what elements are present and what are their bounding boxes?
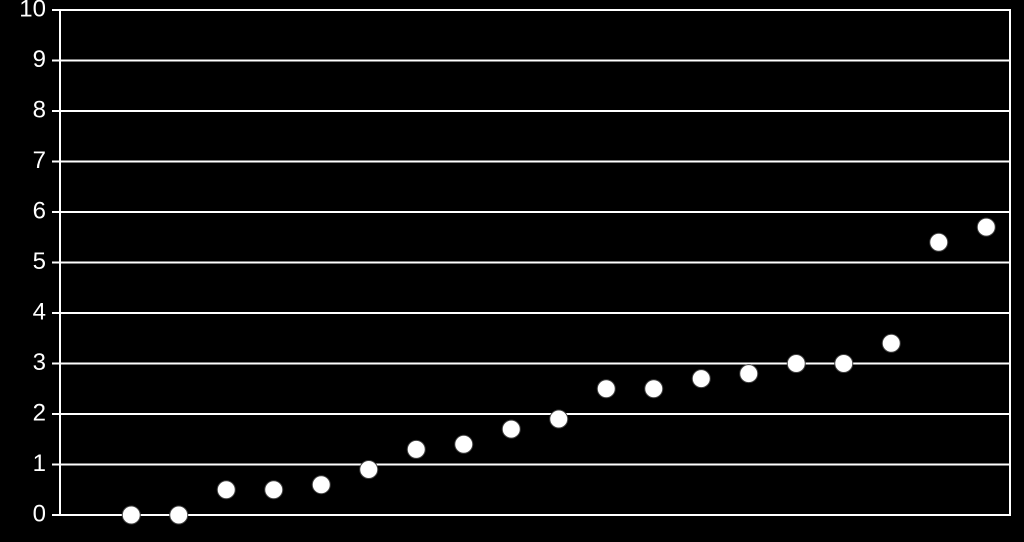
- ytick-label: 2: [33, 399, 46, 426]
- scatter-chart: 0 1 2 3 4 5 6 7 8 9 10: [0, 0, 1024, 542]
- ytick-label: 3: [33, 349, 46, 376]
- data-point: [597, 380, 615, 398]
- data-point: [645, 380, 663, 398]
- data-point: [550, 410, 568, 428]
- data-point: [977, 218, 995, 236]
- ytick-label: 8: [33, 96, 46, 123]
- data-point: [360, 461, 378, 479]
- data-point: [312, 476, 330, 494]
- ytick-label: 9: [33, 46, 46, 73]
- data-point: [407, 440, 425, 458]
- data-point: [217, 481, 235, 499]
- data-point: [882, 334, 900, 352]
- data-point: [265, 481, 283, 499]
- data-point: [787, 355, 805, 373]
- ytick-label: 5: [33, 248, 46, 275]
- ytick-label: 10: [19, 0, 46, 22]
- data-point: [455, 435, 473, 453]
- ytick-label: 7: [33, 147, 46, 174]
- ytick-label: 4: [33, 298, 46, 325]
- chart-svg: 0 1 2 3 4 5 6 7 8 9 10: [0, 0, 1024, 542]
- ytick-label: 6: [33, 197, 46, 224]
- ytick-label: 1: [33, 450, 46, 477]
- data-point: [502, 420, 520, 438]
- data-point: [930, 233, 948, 251]
- data-point: [692, 370, 710, 388]
- ytick-label: 0: [33, 500, 46, 527]
- data-point: [835, 355, 853, 373]
- data-point: [740, 365, 758, 383]
- data-point: [170, 506, 188, 524]
- data-point: [122, 506, 140, 524]
